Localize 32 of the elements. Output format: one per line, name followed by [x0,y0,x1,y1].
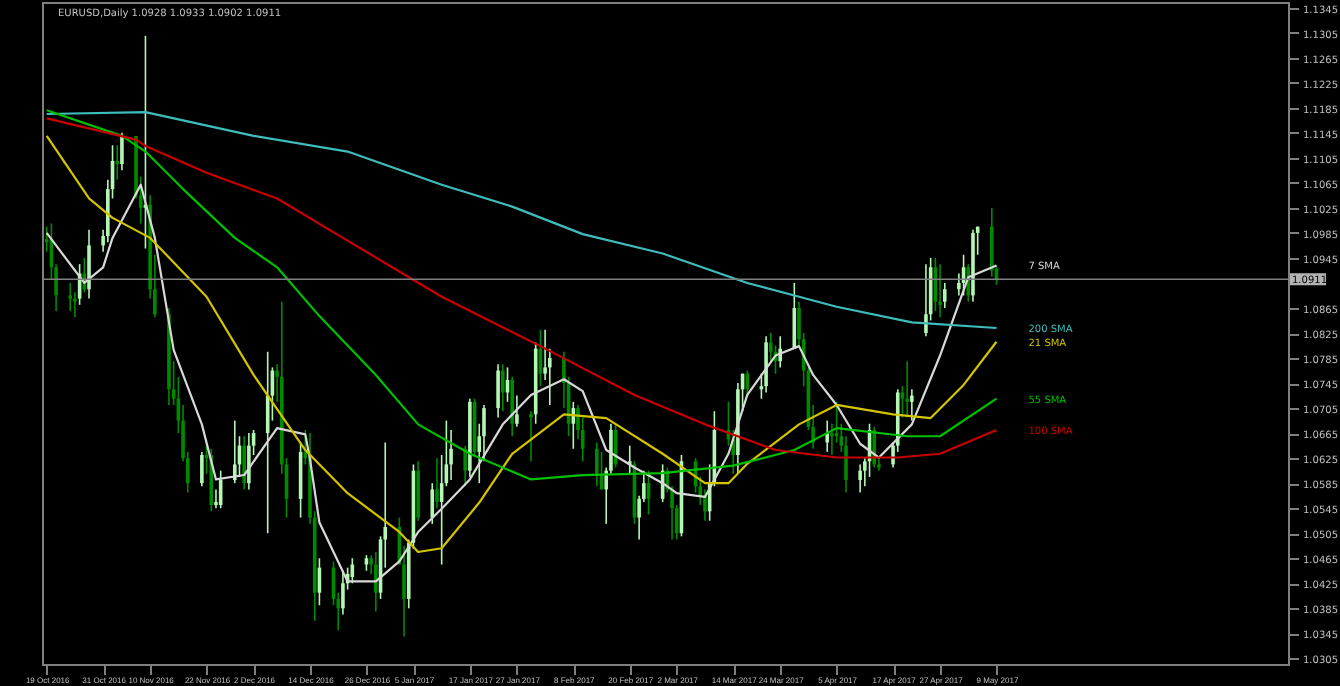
candlestick [115,144,120,181]
candlestick [416,460,420,522]
candlestick [627,444,632,475]
candlestick [989,207,994,278]
candlestick [247,432,251,491]
candlestick [764,335,768,394]
candlestick [595,441,599,488]
candlestick [232,419,237,484]
candlestick [938,263,942,319]
candlestick [449,429,453,481]
candlestick [87,228,91,300]
candlestick [910,388,914,422]
candlestick [942,282,947,309]
candlestick [858,463,862,494]
candlestick [905,360,909,419]
candlestick [529,410,533,463]
candlestick [242,435,246,491]
candlestick [500,363,505,413]
candlestick [510,376,514,438]
candlestick [515,394,519,428]
candlestick [496,363,500,419]
line-series [45,111,998,330]
candlestick [120,131,124,172]
candlestick [430,482,435,525]
candlestick [924,263,928,337]
candlestick [745,369,750,397]
candlestick [341,569,345,616]
candlestick [435,457,439,509]
candlestick [68,282,73,312]
candlestick [374,551,378,613]
candlestick [73,291,77,319]
candlestick [200,451,204,488]
